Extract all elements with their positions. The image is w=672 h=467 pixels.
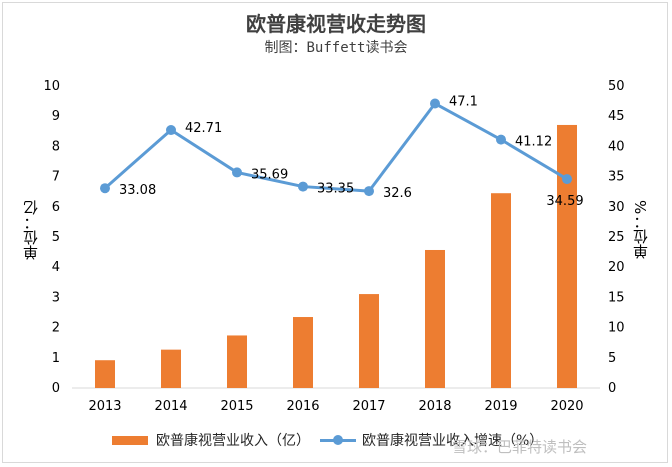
- bar: [227, 335, 247, 388]
- data-label: 42.71: [185, 121, 222, 136]
- bar: [95, 360, 115, 388]
- data-label: 35.69: [251, 167, 288, 182]
- x-tick-label: 2020: [550, 399, 583, 414]
- bar: [161, 349, 181, 388]
- x-tick-label: 2014: [154, 399, 187, 414]
- y-left-tick-label: 9: [52, 109, 60, 124]
- y-left-tick-label: 1: [52, 351, 60, 366]
- line-point: [232, 167, 242, 178]
- x-tick-label: 2016: [286, 399, 319, 414]
- y-right-tick-label: 5: [608, 351, 616, 366]
- legend-swatch-bar: [112, 435, 148, 445]
- y-right-tick-label: 0: [608, 381, 616, 396]
- data-label: 32.6: [383, 186, 412, 201]
- chart-subtitle: 制图：Buffett读书会: [264, 40, 408, 56]
- y-left-tick-label: 6: [52, 200, 60, 215]
- chart-frame: [2, 2, 668, 463]
- line-point: [496, 134, 506, 145]
- y-right-tick-label: 50: [608, 79, 625, 94]
- watermark: 雪球：巴菲特读书会: [452, 438, 588, 456]
- y-left-tick-label: 8: [52, 139, 60, 154]
- x-tick-label: 2018: [418, 399, 451, 414]
- x-tick-label: 2019: [484, 399, 517, 414]
- legend-label-growth: 欧普康视营业收入增速（%）: [362, 433, 544, 449]
- line-point: [166, 125, 176, 136]
- data-label: 34.59: [546, 194, 583, 209]
- x-tick-label: 2013: [88, 399, 121, 414]
- line-point: [364, 186, 374, 197]
- legend: 欧普康视营业收入（亿） 欧普康视营业收入增速（%）: [0, 430, 672, 452]
- legend-item-revenue: 欧普康视营业收入（亿）: [112, 430, 310, 450]
- bar: [359, 294, 379, 388]
- growth-line: [104, 102, 568, 193]
- y-right-tick-label: 15: [608, 290, 625, 305]
- x-tick-label: 2015: [220, 399, 253, 414]
- chart-title: 欧普康视营收走势图: [246, 12, 426, 36]
- y-left-tick-label: 4: [52, 260, 60, 275]
- legend-label-revenue: 欧普康视营业收入（亿）: [156, 433, 310, 449]
- line-point: [562, 174, 572, 185]
- y-right-tick-label: 35: [608, 170, 625, 185]
- y-left-tick-label: 10: [43, 79, 60, 94]
- data-label: 41.12: [515, 135, 552, 150]
- bar: [491, 193, 511, 388]
- y-right-tick-label: 20: [608, 260, 625, 275]
- y-right-tick-label: 30: [608, 200, 625, 215]
- y-left-tick-label: 7: [52, 170, 60, 185]
- y-left-tick-label: 3: [52, 290, 60, 305]
- legend-item-growth: 欧普康视营业收入增速（%）: [320, 430, 543, 450]
- line-point: [430, 98, 440, 109]
- legend-swatch-line: [320, 434, 356, 446]
- y-left-tick-label: 5: [52, 230, 60, 245]
- data-label: 33.08: [119, 183, 156, 198]
- y-right-tick-label: 45: [608, 109, 625, 124]
- y-left-tick-label: 2: [52, 321, 60, 336]
- y-right-tick-label: 40: [608, 139, 625, 154]
- bar: [557, 124, 577, 388]
- bar: [425, 249, 445, 388]
- y-left-tick-label: 0: [52, 381, 60, 396]
- y-right-tick-label: 10: [608, 321, 625, 336]
- data-label: 33.35: [317, 182, 354, 197]
- line-point: [298, 181, 308, 192]
- data-label: 47.1: [449, 95, 478, 110]
- y-right-tick-label: 25: [608, 230, 625, 245]
- bar: [293, 317, 313, 388]
- line-point: [100, 183, 110, 194]
- x-tick-label: 2017: [352, 399, 385, 414]
